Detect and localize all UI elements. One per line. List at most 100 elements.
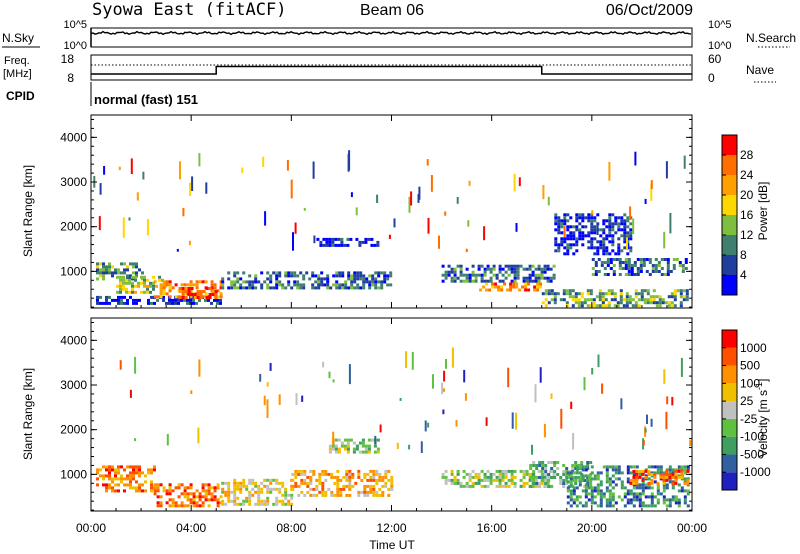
heatmap-streak bbox=[507, 367, 510, 388]
heatmap-cell bbox=[311, 271, 315, 275]
heatmap-cell bbox=[447, 273, 451, 277]
heatmap-cell bbox=[492, 267, 496, 271]
heatmap-cell bbox=[648, 261, 652, 264]
heatmap-cell bbox=[590, 216, 594, 220]
heatmap-streak bbox=[467, 220, 470, 227]
heatmap-cell bbox=[227, 499, 231, 503]
heatmap-cell bbox=[465, 267, 469, 271]
heatmap-cell bbox=[637, 298, 641, 302]
heatmap-streak bbox=[683, 155, 686, 169]
heatmap-cell bbox=[168, 289, 172, 293]
heatmap-cell bbox=[593, 477, 597, 481]
heatmap-cell bbox=[260, 286, 264, 290]
heatmap-cell bbox=[560, 225, 564, 229]
heatmap-cell bbox=[111, 477, 114, 481]
heatmap-cell bbox=[617, 465, 621, 469]
colorbar-segment bbox=[722, 418, 737, 437]
heatmap-cell bbox=[125, 290, 128, 294]
heatmap-cell bbox=[189, 289, 193, 293]
heatmap-cell bbox=[596, 471, 600, 475]
heatmap-cell bbox=[587, 246, 591, 250]
heatmap-cell bbox=[96, 477, 99, 481]
heatmap-cell bbox=[541, 476, 545, 479]
heatmap-cell bbox=[574, 298, 578, 302]
heatmap-streak bbox=[427, 217, 430, 234]
heatmap-cell bbox=[147, 301, 150, 305]
heatmap-cell bbox=[529, 485, 533, 488]
heatmap-cell bbox=[219, 286, 223, 290]
heatmap-streak bbox=[189, 182, 192, 196]
heatmap-cell bbox=[634, 304, 638, 308]
heatmap-cell bbox=[528, 472, 532, 476]
heatmap-cell bbox=[141, 489, 144, 493]
heatmap-streak bbox=[432, 374, 434, 389]
heatmap-cell bbox=[146, 290, 149, 294]
heatmap-cell bbox=[483, 270, 487, 274]
heatmap-cell bbox=[186, 301, 189, 305]
heatmap-cell bbox=[580, 304, 584, 308]
heatmap-cell bbox=[168, 504, 172, 508]
heatmap-cell bbox=[641, 478, 645, 482]
heatmap-cell bbox=[682, 289, 686, 293]
heatmap-cell bbox=[599, 483, 603, 487]
heatmap-cell bbox=[156, 495, 160, 499]
heatmap-cell bbox=[507, 273, 511, 277]
heatmap-cell bbox=[96, 468, 99, 472]
heatmap-cell bbox=[574, 479, 578, 482]
heatmap-cell bbox=[589, 479, 593, 482]
heatmap-streak bbox=[294, 222, 297, 234]
heatmap-cell bbox=[372, 490, 376, 494]
heatmap-cell bbox=[595, 304, 599, 308]
heatmap-cell bbox=[171, 489, 175, 493]
heatmap-cell bbox=[168, 286, 172, 290]
heatmap-cell bbox=[275, 286, 279, 290]
heatmap-cell bbox=[171, 501, 175, 505]
heatmap-cell bbox=[669, 270, 673, 273]
heatmap-cell bbox=[531, 279, 535, 283]
heatmap-cell bbox=[321, 481, 325, 485]
heatmap-cell bbox=[375, 472, 379, 476]
heatmap-cell bbox=[450, 478, 454, 482]
heatmap-cell bbox=[213, 489, 217, 493]
heatmap-cell bbox=[315, 487, 319, 491]
heatmap-cell bbox=[638, 483, 642, 487]
heatmap-cell bbox=[336, 475, 340, 479]
heatmap-cell bbox=[578, 483, 582, 487]
heatmap-cell bbox=[372, 478, 376, 482]
heatmap-cell bbox=[544, 473, 548, 476]
heatmap-streak bbox=[290, 179, 293, 199]
heatmap-cell bbox=[195, 501, 199, 505]
heatmap-cell bbox=[624, 267, 628, 270]
heatmap-cell bbox=[666, 270, 670, 273]
heatmap-cell bbox=[642, 264, 646, 267]
heatmap-cell bbox=[629, 231, 633, 235]
heatmap-cell bbox=[606, 273, 610, 276]
heatmap-cell bbox=[453, 267, 457, 271]
velocity-ylabel: Slant Range [km] bbox=[21, 368, 35, 460]
heatmap-cell bbox=[611, 237, 615, 241]
heatmap-cell bbox=[230, 499, 234, 503]
heatmap-cell bbox=[587, 474, 591, 478]
heatmap-cell bbox=[245, 487, 249, 491]
heatmap-cell bbox=[328, 237, 332, 241]
heatmap-cell bbox=[132, 471, 135, 475]
heatmap-cell bbox=[180, 298, 183, 302]
heatmap-cell bbox=[626, 234, 630, 238]
heatmap-cell bbox=[102, 474, 105, 478]
heatmap-cell bbox=[672, 267, 676, 270]
heatmap-cell bbox=[608, 234, 612, 238]
heatmap-cell bbox=[126, 268, 129, 272]
heatmap-streak bbox=[286, 160, 289, 171]
heatmap-cell bbox=[560, 240, 564, 244]
heatmap-cell bbox=[450, 469, 454, 473]
heatmap-streak bbox=[408, 196, 411, 213]
x-axis-label: Time UT bbox=[369, 538, 415, 552]
heatmap-cell bbox=[375, 481, 379, 485]
heatmap-cell bbox=[611, 222, 615, 226]
heatmap-cell bbox=[659, 465, 663, 469]
heatmap-cell bbox=[132, 477, 135, 481]
heatmap-cell bbox=[674, 501, 678, 505]
heatmap-cell bbox=[334, 447, 338, 451]
heatmap-cell bbox=[677, 501, 681, 505]
heatmap-cell bbox=[357, 472, 361, 476]
